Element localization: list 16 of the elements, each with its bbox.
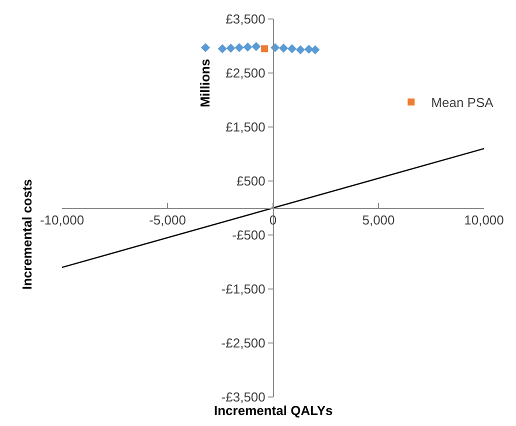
- x-tick-label: 5,000: [362, 212, 395, 228]
- y-tick-label: £3,500: [226, 12, 266, 27]
- y-tick-label: -£500: [232, 228, 266, 243]
- y-tick-label: £500: [236, 174, 266, 189]
- y-tick-label: -£2,500: [221, 336, 266, 351]
- y-axis-title: Incremental costs: [20, 179, 35, 290]
- y-tick-label: -£1,500: [221, 282, 266, 297]
- annotation: Millions: [198, 58, 213, 108]
- y-tick-label: -£3,500: [221, 390, 266, 405]
- y-tick-label: £1,500: [226, 120, 266, 135]
- legend-label: Mean PSA: [431, 95, 494, 110]
- x-tick-label: -10,000: [40, 212, 84, 228]
- x-tick-label: -5,000: [149, 212, 186, 228]
- x-axis-title: Incremental QALYs: [214, 403, 333, 418]
- y-tick-label: £2,500: [226, 66, 266, 81]
- x-tick-label: 10,000: [464, 212, 504, 228]
